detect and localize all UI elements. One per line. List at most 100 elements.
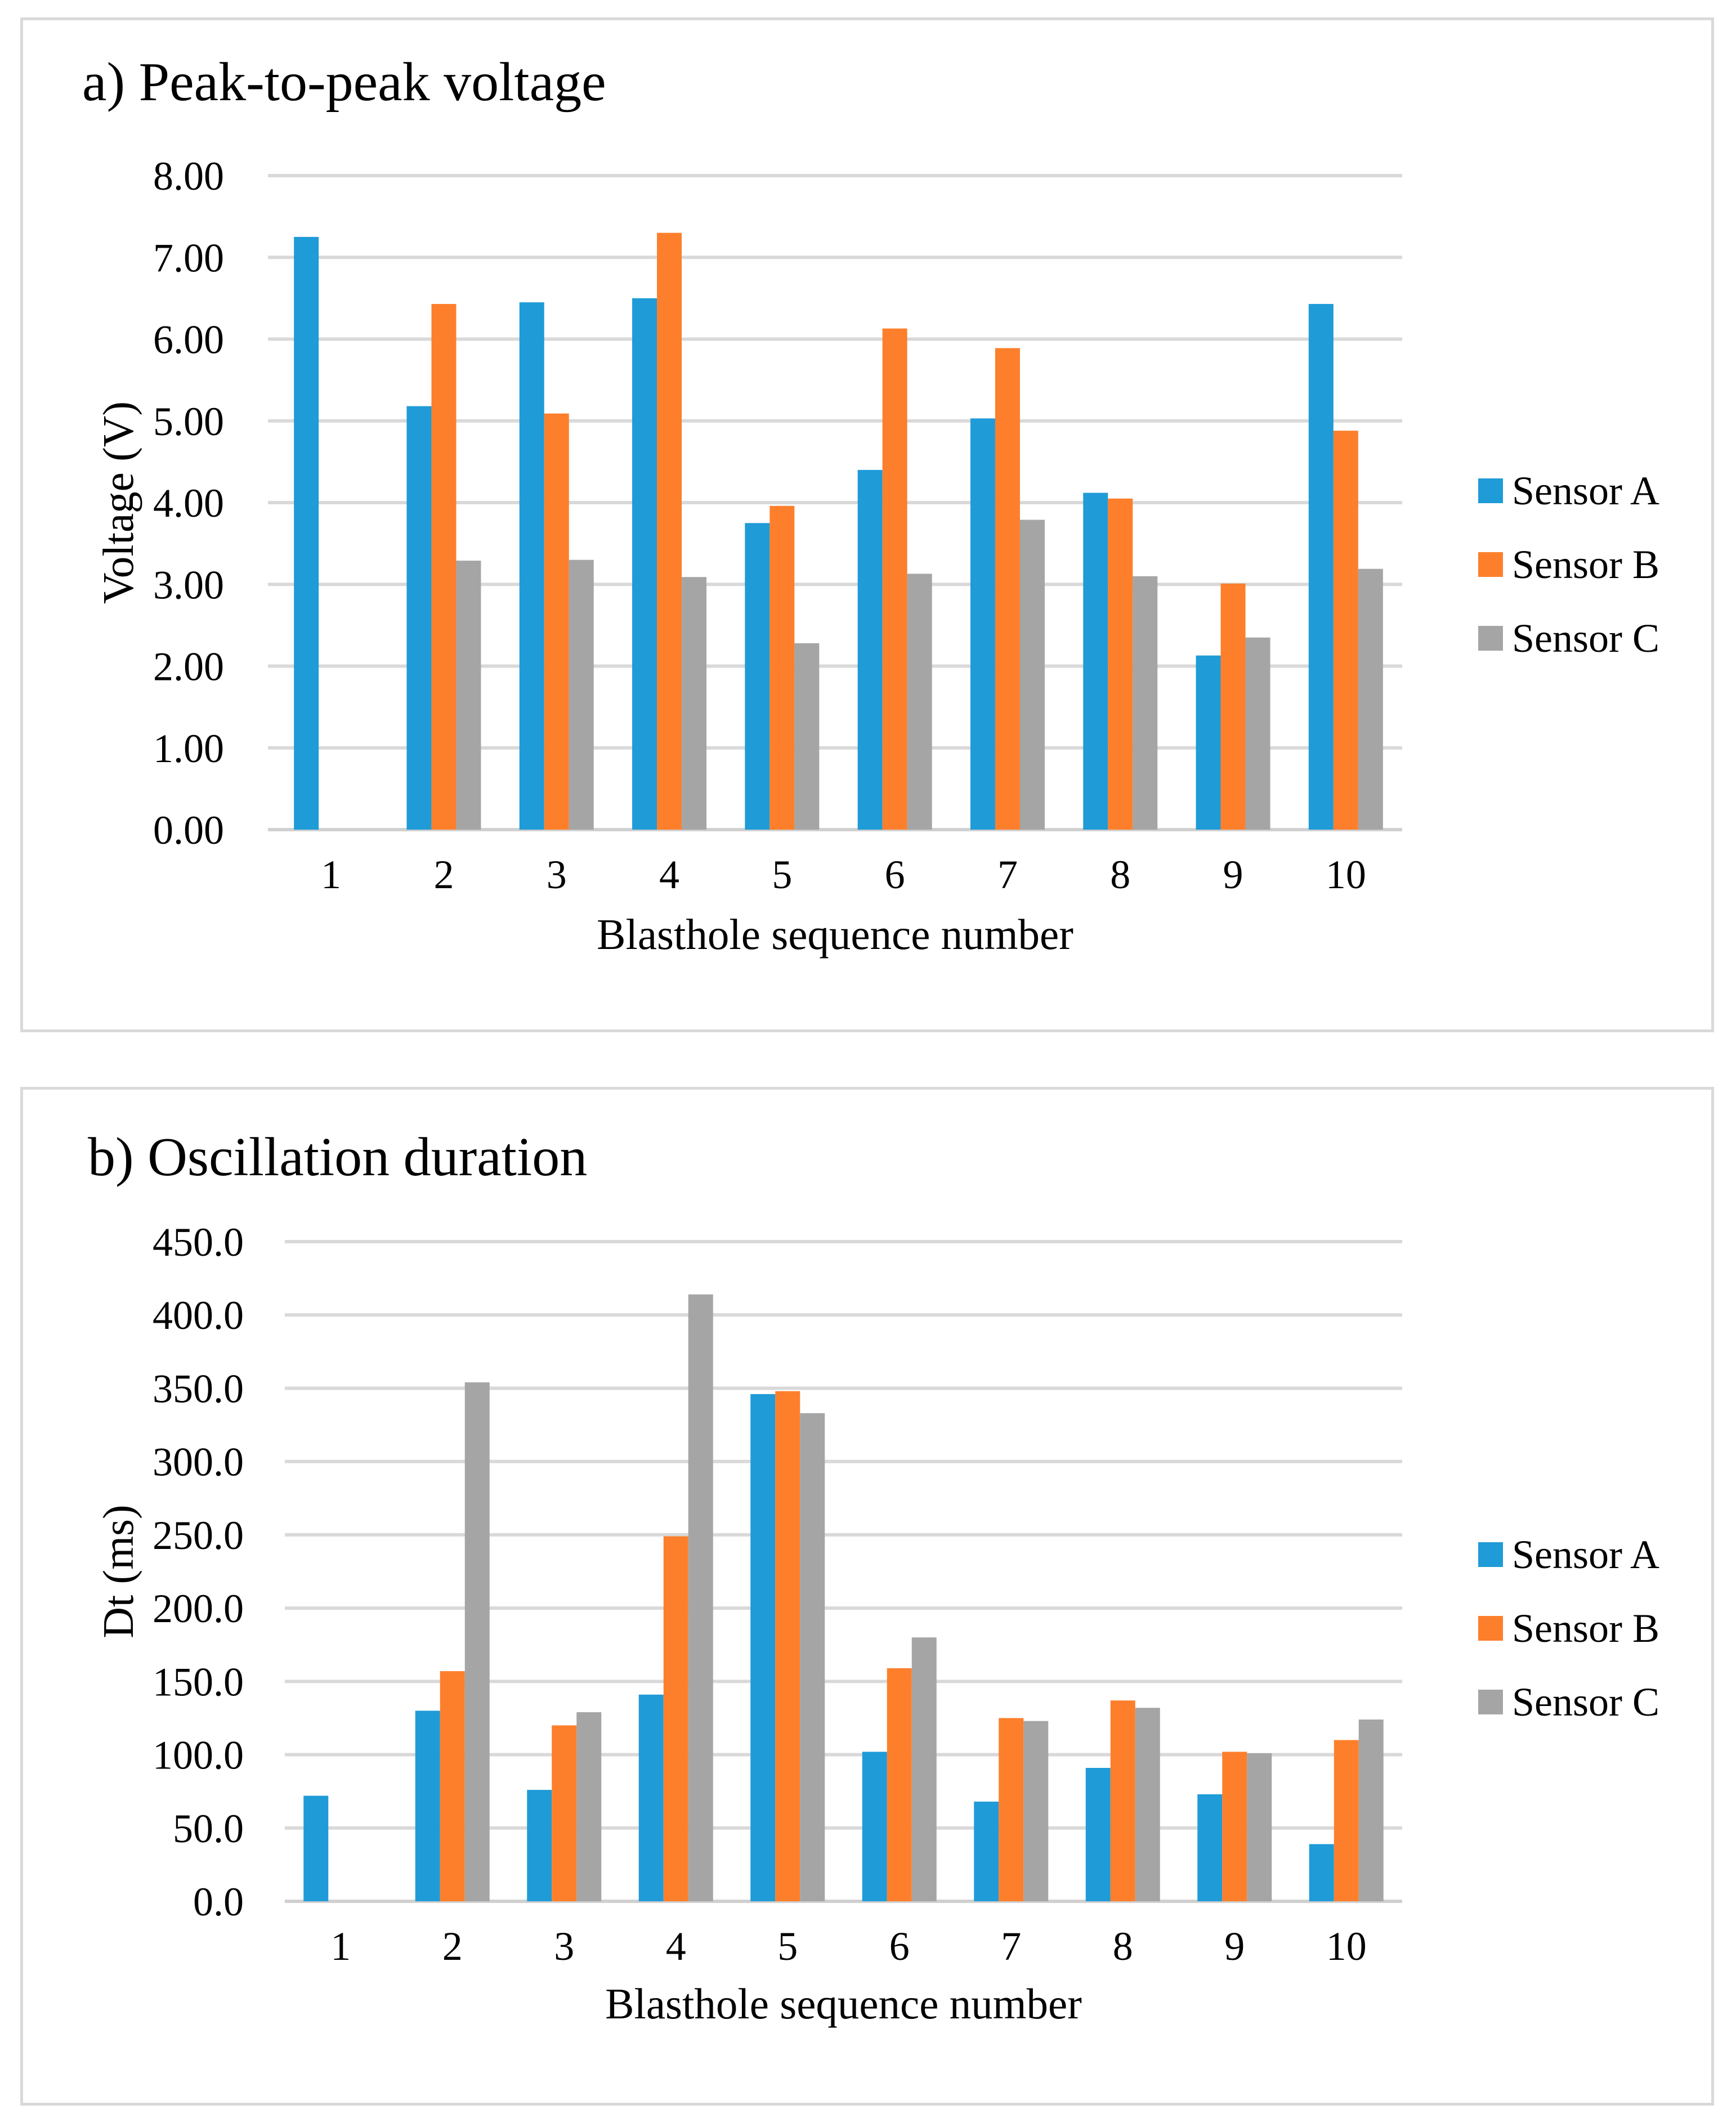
y-tick-label: 50.0 [173, 1806, 244, 1851]
bar-sensor-a-1 [294, 236, 319, 830]
x-tick-label: 7 [997, 852, 1018, 897]
legend-label: Sensor C [1512, 1680, 1659, 1725]
bar-sensor-b-8 [1110, 1700, 1135, 1901]
bar-sensor-b-2 [440, 1671, 465, 1901]
x-tick-label: 8 [1110, 852, 1130, 897]
bar-sensor-c-2 [464, 1382, 490, 1901]
chart-panel-voltage: a) Peak-to-peak voltage 0.00 1.00 2.00 3.00 4… [20, 17, 1714, 1032]
bar-sensor-b-7 [995, 348, 1020, 830]
bar-sensor-b-9 [1222, 1752, 1247, 1901]
chart-title: b) Oscillation duration [88, 1127, 587, 1188]
bar-sensor-a-4 [638, 1694, 664, 1901]
bar-sensor-b-5 [769, 505, 795, 830]
x-axis-title: Blasthole sequence number [597, 910, 1073, 959]
bar-sensor-c-10 [1358, 568, 1383, 830]
bar-sensor-a-10 [1308, 304, 1334, 830]
x-tick-label: 2 [442, 1924, 463, 1969]
x-tick-label: 7 [1001, 1924, 1021, 1969]
bar-sensor-b-4 [663, 1536, 688, 1901]
bar-sensor-b-3 [544, 413, 569, 830]
bar-sensor-a-2 [406, 406, 432, 830]
bar-sensor-a-4 [632, 298, 657, 830]
x-tick-label: 1 [321, 852, 341, 897]
y-tick-label: 3.00 [153, 562, 224, 607]
y-tick-label: 0.00 [153, 808, 224, 853]
bar-sensor-c-7 [1019, 520, 1045, 830]
y-tick-label: 2.00 [153, 644, 224, 689]
x-tick-label: 6 [885, 852, 905, 897]
y-tick-label: 300.0 [153, 1440, 244, 1485]
legend-label: Sensor B [1512, 1606, 1659, 1651]
y-tick-label: 5.00 [153, 399, 224, 444]
legend-label: Sensor A [1512, 1532, 1659, 1577]
bar-sensor-c-4 [682, 577, 707, 830]
bar-sensor-c-7 [1023, 1721, 1049, 1901]
bar-sensor-c-6 [907, 574, 932, 830]
bar-sensor-a-5 [750, 1394, 776, 1901]
y-axis-title: Voltage (V) [94, 401, 142, 604]
x-tick-label: 6 [889, 1924, 910, 1969]
y-tick-label: 100.0 [153, 1733, 244, 1778]
y-tick-label: 150.0 [153, 1659, 244, 1704]
chart-title: a) Peak-to-peak voltage [82, 52, 606, 113]
bar-sensor-a-3 [527, 1790, 552, 1901]
x-tick-label: 5 [772, 852, 792, 897]
bar-sensor-b-6 [887, 1668, 912, 1901]
y-axis-title: Dt (ms) [94, 1504, 142, 1638]
bar-sensor-b-8 [1108, 498, 1133, 830]
legend-label: Sensor A [1512, 468, 1659, 513]
bar-sensor-b-6 [882, 328, 907, 830]
bar-sensor-a-5 [745, 523, 770, 830]
bar-sensor-c-3 [569, 559, 594, 830]
bar-sensor-b-3 [552, 1725, 577, 1901]
x-tick-label: 9 [1224, 1924, 1245, 1969]
bar-sensor-b-4 [657, 232, 682, 830]
legend-label: Sensor C [1512, 616, 1659, 661]
bar-sensor-a-2 [415, 1710, 440, 1901]
y-tick-label: 450.0 [153, 1220, 244, 1265]
x-axis-title: Blasthole sequence number [605, 1980, 1082, 2028]
legend-swatch-sensor-c [1478, 1690, 1503, 1714]
legend-swatch-sensor-a [1478, 478, 1503, 503]
chart-panel-duration: b) Oscillation duration 0.0 50.0 100.0 150.0… [20, 1087, 1714, 2106]
bar-sensor-a-8 [1083, 492, 1108, 830]
bar-sensor-b-2 [431, 304, 457, 830]
bar-sensor-c-8 [1133, 576, 1158, 830]
bar-sensor-a-7 [970, 418, 995, 830]
bar-sensor-c-2 [456, 561, 481, 830]
bar-sensor-c-8 [1135, 1708, 1160, 1901]
y-tick-label: 250.0 [153, 1513, 244, 1558]
y-tick-label: 0.0 [193, 1879, 244, 1924]
y-tick-label: 400.0 [153, 1293, 244, 1338]
x-tick-label: 1 [330, 1924, 351, 1969]
bar-sensor-b-9 [1220, 583, 1246, 830]
bar-sensor-b-10 [1333, 431, 1358, 830]
x-tick-label: 3 [554, 1924, 574, 1969]
legend-swatch-sensor-c [1478, 626, 1503, 651]
bar-sensor-b-5 [775, 1391, 800, 1901]
bar-sensor-a-9 [1196, 655, 1221, 830]
bar-sensor-a-7 [974, 1801, 999, 1901]
bar-sensor-c-9 [1247, 1753, 1272, 1901]
x-tick-label: 3 [547, 852, 567, 897]
y-tick-label: 4.00 [153, 481, 224, 526]
y-tick-label: 1.00 [153, 726, 224, 771]
bar-sensor-a-1 [303, 1795, 329, 1901]
bar-sensor-a-9 [1197, 1794, 1223, 1901]
bar-sensor-c-5 [794, 643, 820, 830]
x-tick-label: 4 [666, 1924, 686, 1969]
bar-sensor-c-10 [1358, 1719, 1384, 1901]
y-tick-label: 200.0 [153, 1586, 244, 1631]
bar-sensor-c-6 [911, 1637, 937, 1901]
x-tick-label: 10 [1326, 1924, 1367, 1969]
x-tick-label: 10 [1326, 852, 1366, 897]
bar-sensor-c-4 [688, 1294, 713, 1901]
x-tick-label: 5 [777, 1924, 798, 1969]
bar-sensor-a-8 [1085, 1767, 1111, 1901]
legend-swatch-sensor-a [1478, 1542, 1503, 1567]
bar-sensor-a-3 [519, 302, 544, 830]
bar-sensor-c-3 [576, 1712, 602, 1901]
bar-sensor-a-6 [862, 1752, 887, 1901]
chart-voltage: a) Peak-to-peak voltage 0.00 1.00 2.00 3.00 4… [82, 52, 1659, 959]
x-tick-label: 4 [659, 852, 679, 897]
